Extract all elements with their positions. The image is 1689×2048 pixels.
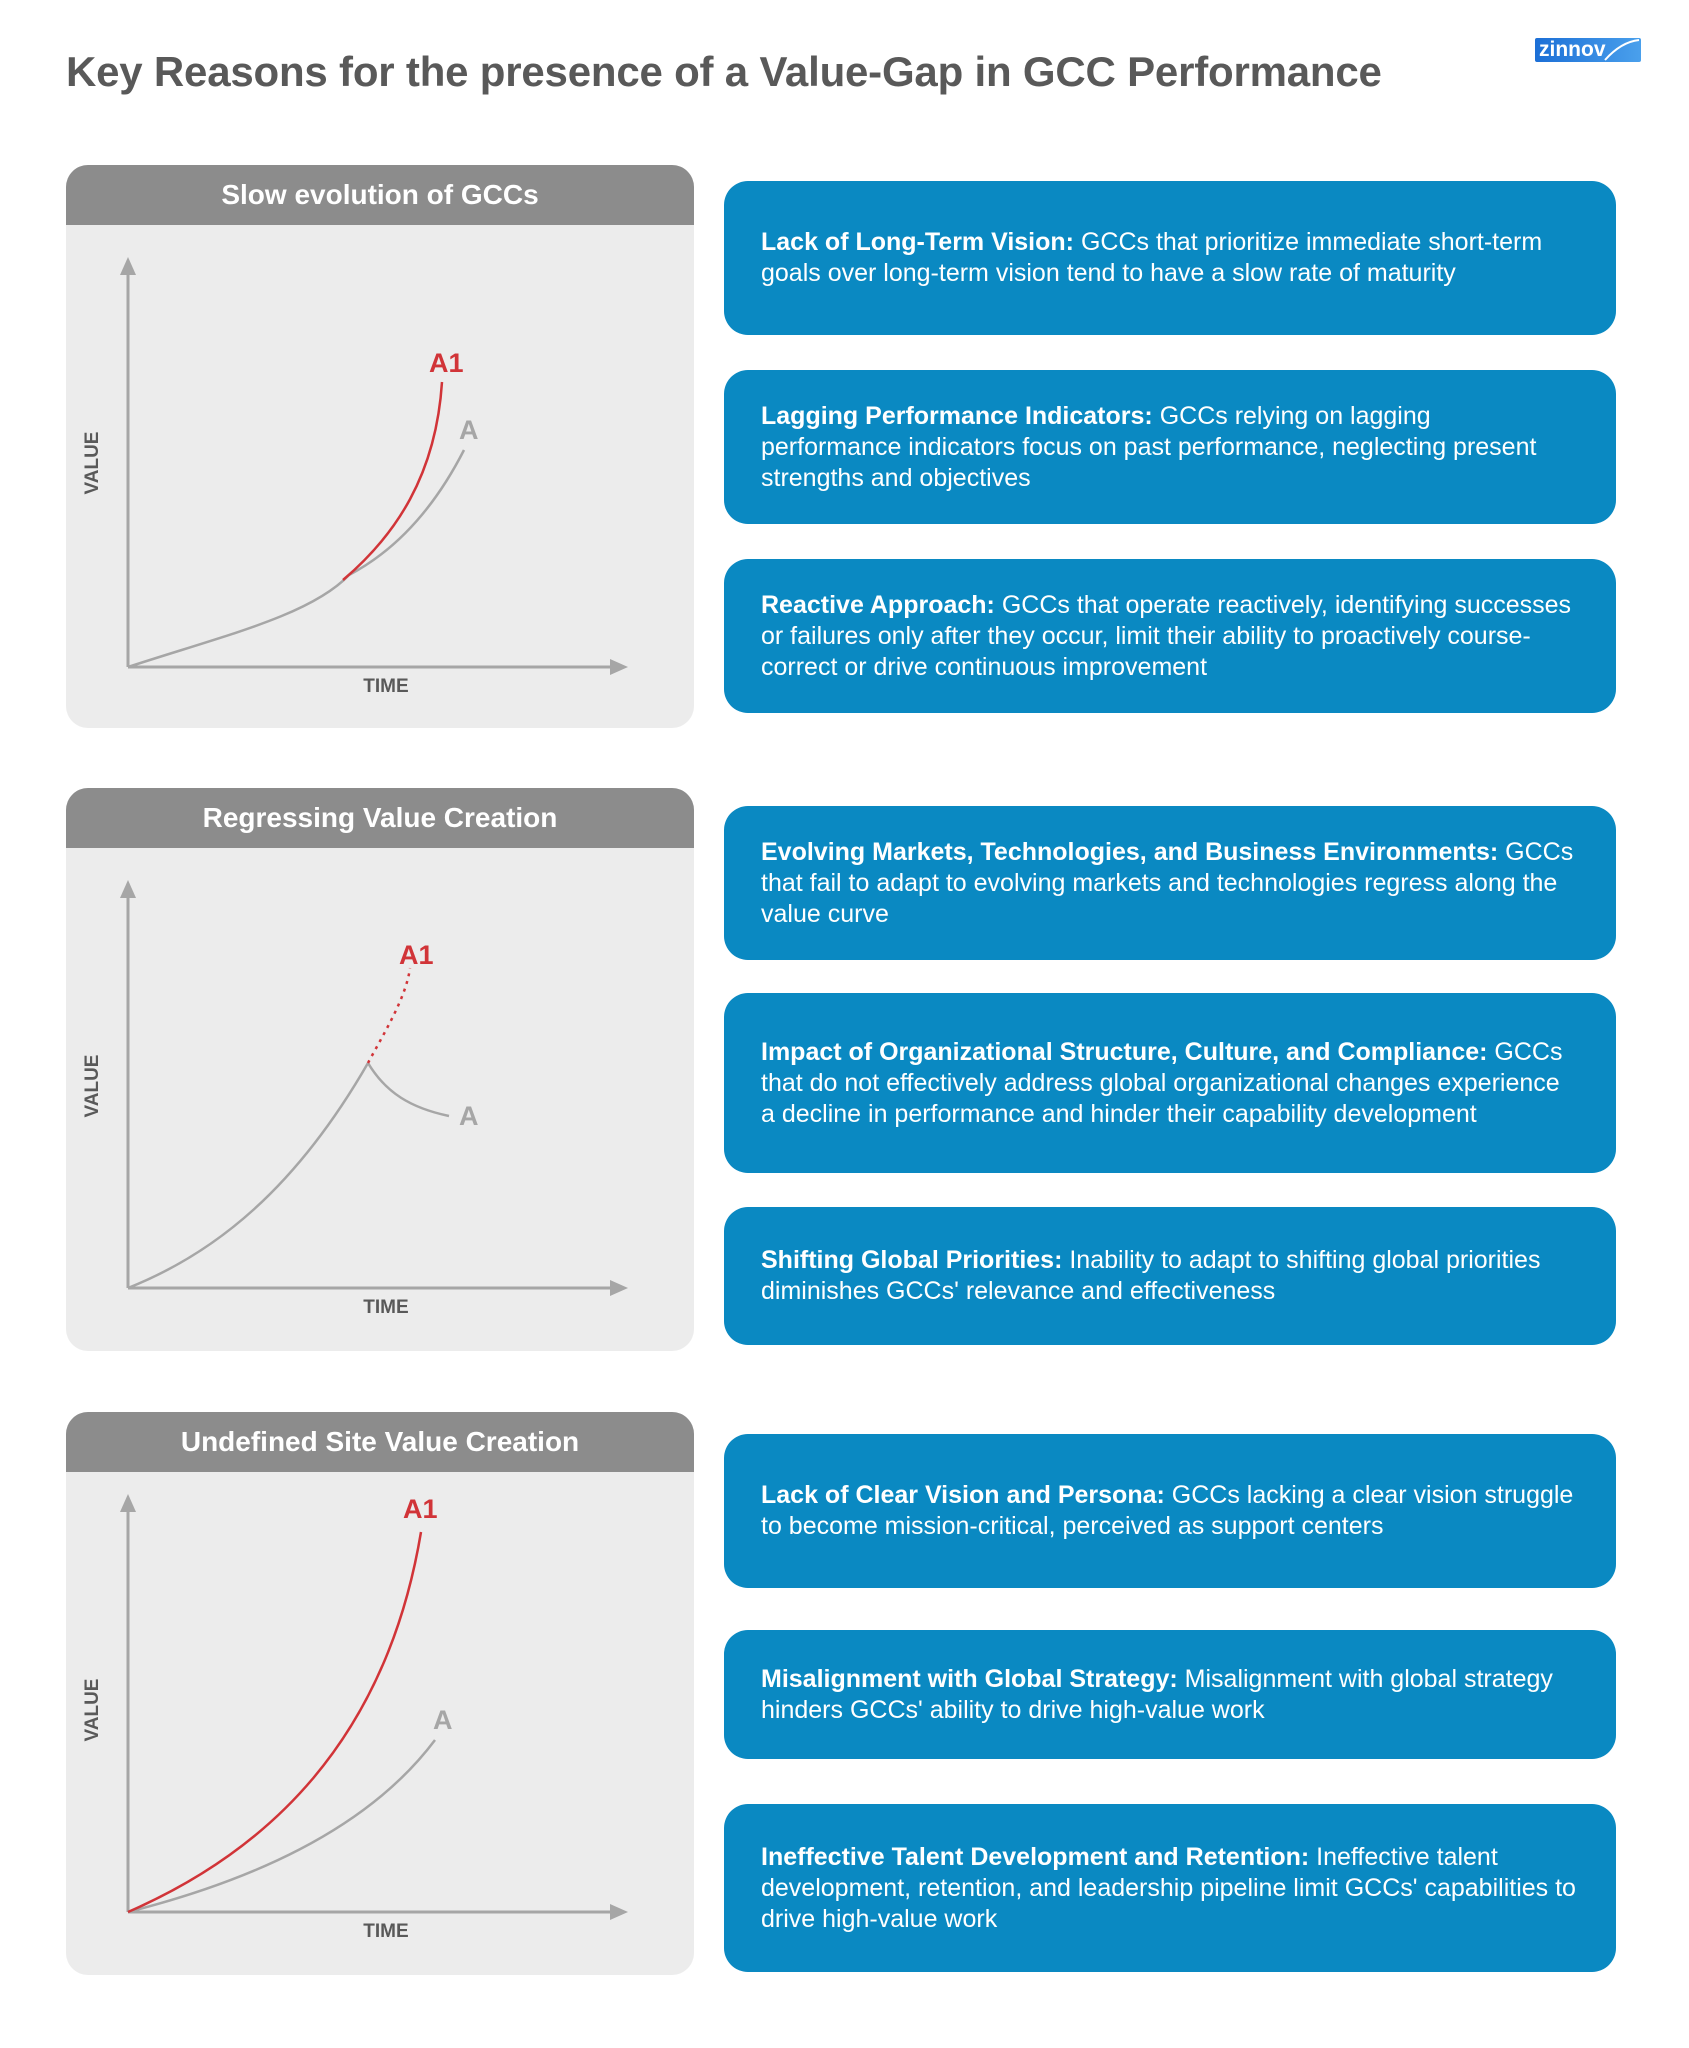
x-axis-arrow-icon [610, 1904, 628, 1920]
y-axis-label: VALUE [82, 1679, 103, 1742]
card-heading: Lagging Performance Indicators: [761, 401, 1153, 430]
curve-a-rise [127, 1062, 370, 1290]
curve-a1 [127, 1531, 423, 1914]
card-heading: Misalignment with Global Strategy: [761, 1664, 1178, 1693]
x-axis-label: TIME [363, 676, 408, 697]
logo-text: zinnov [1539, 38, 1606, 61]
card-body: GCCs that fail to adapt to evolving mark… [761, 837, 1574, 928]
card-body: Ineffective talent development, retentio… [761, 1842, 1576, 1933]
card-body: GCCs that operate reactively, identifyin… [761, 590, 1572, 681]
card-ineffective-talent-development: Ineffective Talent Development and Reten… [724, 1804, 1616, 1972]
series-label-a1: A1 [399, 940, 434, 970]
y-axis-label: VALUE [82, 1055, 103, 1118]
y-axis-arrow-icon [120, 880, 136, 898]
card-lagging-performance-indicators: Lagging Performance Indicators: GCCs rel… [724, 370, 1616, 524]
panel-title: Regressing Value Creation [66, 788, 694, 848]
card-shifting-global-priorities: Shifting Global Priorities: Inability to… [724, 1207, 1616, 1345]
chart-regressing-value: A1 A VALUE TIME [82, 880, 628, 1318]
card-body: Inability to adapt to shifting global pr… [761, 1246, 1541, 1305]
chart-slow-evolution: A1 A VALUE TIME [82, 257, 628, 697]
card-body: Misalignment with global strategy hinder… [761, 1664, 1553, 1724]
x-axis-arrow-icon [610, 1280, 628, 1296]
card-heading: Ineffective Talent Development and Reten… [761, 1842, 1310, 1871]
card-heading: Impact of Organizational Structure, Cult… [761, 1037, 1488, 1066]
logo-swoosh-icon [1604, 39, 1640, 61]
y-axis-arrow-icon [120, 1494, 136, 1512]
x-axis-label: TIME [363, 1921, 408, 1942]
series-label-a: A [433, 1705, 453, 1735]
card-lack-of-clear-vision: Lack of Clear Vision and Persona: GCCs l… [724, 1434, 1616, 1588]
panel-title: Undefined Site Value Creation [66, 1412, 694, 1472]
y-axis-label: VALUE [82, 432, 103, 495]
card-reactive-approach: Reactive Approach: GCCs that operate rea… [724, 559, 1616, 713]
curve-a1 [342, 381, 444, 581]
card-heading: Lack of Long-Term Vision: [761, 228, 1074, 256]
card-heading: Evolving Markets, Technologies, and Busi… [761, 837, 1499, 866]
curve-a-decline [366, 1062, 450, 1118]
series-label-a: A [459, 415, 479, 445]
series-label-a1: A1 [403, 1494, 438, 1524]
panel-title: Slow evolution of GCCs [66, 165, 694, 225]
x-axis-label: TIME [363, 1297, 408, 1318]
zinnov-logo: zinnov [1535, 38, 1641, 62]
card-body: GCCs that do not effectively address glo… [761, 1037, 1563, 1128]
y-axis-arrow-icon [120, 257, 136, 275]
card-body: GCCs that prioritize immediate short-ter… [761, 228, 1543, 287]
chart-undefined-site-value: A1 A VALUE TIME [82, 1494, 628, 1942]
panel-regressing-value: Regressing Value Creation A1 A VALUE TIM… [66, 788, 694, 1351]
curve-a [127, 449, 466, 669]
card-body: GCCs relying on lagging performance indi… [761, 401, 1537, 492]
card-organizational-structure: Impact of Organizational Structure, Cult… [724, 993, 1616, 1173]
card-heading: Shifting Global Priorities: [761, 1246, 1063, 1274]
series-label-a: A [459, 1101, 479, 1131]
panel-undefined-site-value: Undefined Site Value Creation A1 A VALUE… [66, 1412, 694, 1975]
x-axis-arrow-icon [610, 659, 628, 675]
card-evolving-markets: Evolving Markets, Technologies, and Busi… [724, 806, 1616, 960]
card-lack-of-long-term-vision: Lack of Long-Term Vision: GCCs that prio… [724, 181, 1616, 335]
curve-a1-projected [366, 967, 412, 1064]
card-misalignment-global-strategy: Misalignment with Global Strategy: Misal… [724, 1630, 1616, 1759]
panel-slow-evolution: Slow evolution of GCCs A1 A VALUE TIME [66, 165, 694, 728]
curve-a [127, 1739, 436, 1914]
card-heading: Lack of Clear Vision and Persona: [761, 1481, 1165, 1509]
card-body: GCCs lacking a clear vision struggle to … [761, 1481, 1574, 1540]
series-label-a1: A1 [429, 348, 464, 378]
page-title: Key Reasons for the presence of a Value-… [66, 48, 1382, 95]
card-heading: Reactive Approach: [761, 590, 995, 619]
